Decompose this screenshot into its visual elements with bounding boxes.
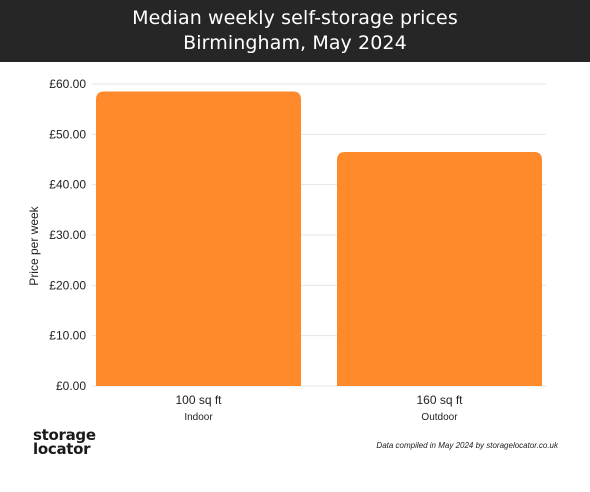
chart-header: Median weekly self-storage prices Birmin… <box>0 0 590 62</box>
x-tick-sublabel: Indoor <box>184 412 213 422</box>
x-tick-label: 100 sq ft <box>175 393 222 407</box>
chart-title-line2: Birmingham, May 2024 <box>183 32 407 54</box>
bars <box>96 91 542 387</box>
bar-160-sq-ft <box>337 151 542 386</box>
y-tick-label: £50.00 <box>49 127 86 141</box>
x-tick-sublabel: Outdoor <box>421 412 458 422</box>
bar-100-sq-ft <box>96 91 301 387</box>
logo-line2: locator <box>33 440 91 458</box>
y-tick-label: £20.00 <box>49 278 86 292</box>
source-note: Data compiled in May 2024 by storageloca… <box>376 441 558 450</box>
y-tick-label: £0.00 <box>56 379 86 393</box>
bar-chart: £0.00 £10.00 £20.00 £30.00 £40.00 £50.00 £60.0… <box>27 77 546 422</box>
x-tick-label: 160 sq ft <box>416 393 463 407</box>
y-tick-label: £10.00 <box>49 329 86 343</box>
y-axis-label: Price per week <box>27 205 41 285</box>
y-tick-label: £60.00 <box>49 77 86 91</box>
storagelocator-logo: storage locator <box>33 426 96 458</box>
logo-line1: storage <box>33 426 96 444</box>
x-axis-ticks: 100 sq ft Indoor 160 sq ft Outdoor <box>175 393 463 422</box>
chart-title-line1: Median weekly self-storage prices <box>132 7 458 29</box>
y-axis-ticks: £0.00 £10.00 £20.00 £30.00 £40.00 £50.00 £60.0… <box>49 77 86 393</box>
y-tick-label: £40.00 <box>49 178 86 192</box>
y-tick-label: £30.00 <box>49 228 86 242</box>
